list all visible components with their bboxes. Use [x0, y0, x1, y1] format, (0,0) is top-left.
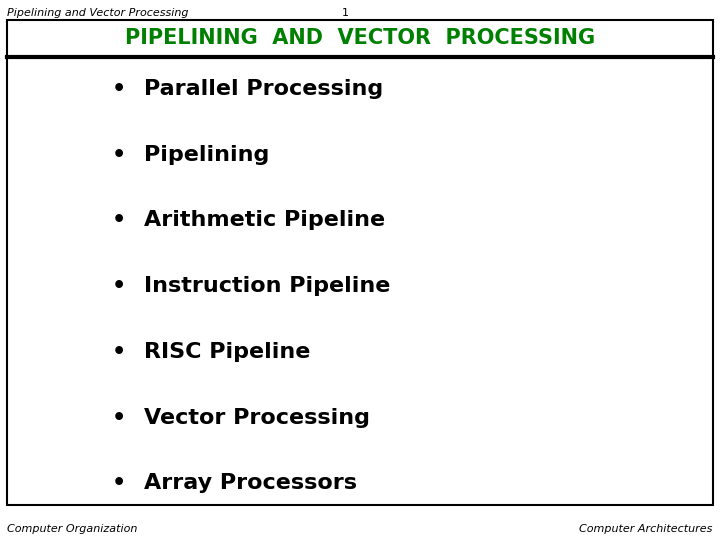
Text: Computer Architectures: Computer Architectures — [580, 523, 713, 534]
Text: Arithmetic Pipeline: Arithmetic Pipeline — [144, 211, 385, 231]
FancyBboxPatch shape — [7, 57, 713, 505]
Text: •: • — [112, 276, 126, 296]
FancyBboxPatch shape — [7, 20, 713, 57]
Text: •: • — [112, 211, 126, 231]
Text: Computer Organization: Computer Organization — [7, 523, 138, 534]
Text: Pipelining and Vector Processing: Pipelining and Vector Processing — [7, 8, 189, 18]
Text: Parallel Processing: Parallel Processing — [144, 79, 383, 99]
Text: •: • — [112, 145, 126, 165]
Text: 1: 1 — [342, 8, 349, 18]
Text: Pipelining: Pipelining — [144, 145, 269, 165]
Text: PIPELINING  AND  VECTOR  PROCESSING: PIPELINING AND VECTOR PROCESSING — [125, 28, 595, 49]
Text: •: • — [112, 342, 126, 362]
Text: RISC Pipeline: RISC Pipeline — [144, 342, 310, 362]
Text: •: • — [112, 473, 126, 494]
Text: Instruction Pipeline: Instruction Pipeline — [144, 276, 390, 296]
Text: Array Processors: Array Processors — [144, 473, 357, 494]
Text: •: • — [112, 408, 126, 428]
Text: Vector Processing: Vector Processing — [144, 408, 370, 428]
Text: •: • — [112, 79, 126, 99]
